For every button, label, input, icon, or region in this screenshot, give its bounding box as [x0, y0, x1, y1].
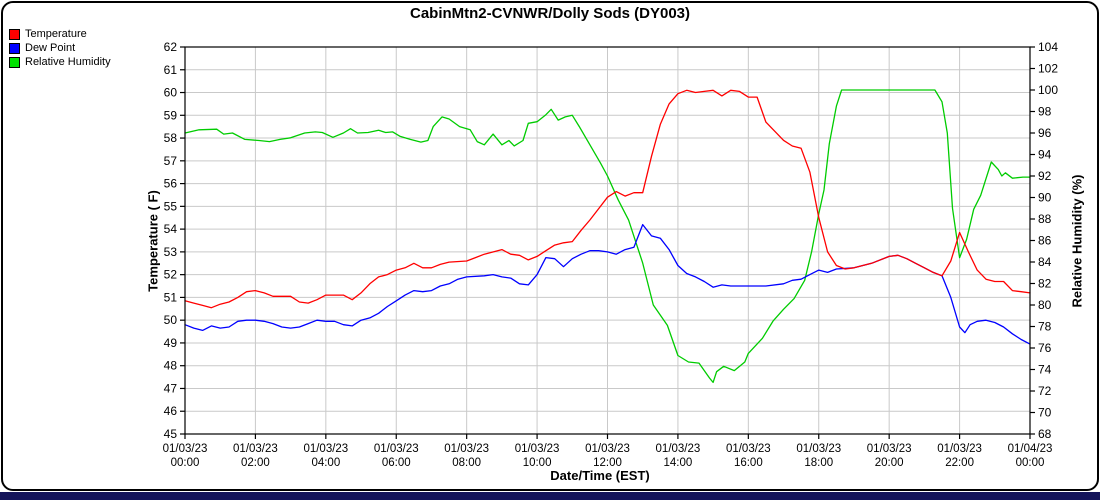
- legend: Temperature Dew Point Relative Humidity: [9, 27, 111, 69]
- relative-humidity-line: [184, 89, 1031, 384]
- x-tick-label-time: 20:00: [875, 457, 904, 469]
- y-left-tick-label: 60: [164, 86, 178, 100]
- y-left-tick-label: 52: [164, 268, 178, 282]
- y-left-tick-label: 46: [164, 404, 178, 418]
- legend-item-dew-point: Dew Point: [9, 41, 111, 55]
- x-axis-title: Date/Time (EST): [550, 468, 650, 483]
- y-left-tick-label: 61: [164, 63, 178, 77]
- x-tick-label-date: 01/03/23: [867, 443, 912, 455]
- y-left-tick-label: 49: [164, 336, 178, 350]
- y-right-tick-label: 98: [1038, 105, 1052, 119]
- chart-title: CabinMtn2-CVNWR/Dolly Sods (DY003): [409, 5, 691, 22]
- x-tick-label-time: 00:00: [1016, 457, 1045, 469]
- x-tick-label-date: 01/03/23: [444, 443, 489, 455]
- x-tick-label-time: 06:00: [382, 457, 411, 469]
- x-tick-label-time: 12:00: [593, 457, 622, 469]
- y-left-tick-label: 45: [164, 427, 178, 441]
- y-right-tick-label: 82: [1038, 277, 1052, 291]
- y-right-tick-label: 88: [1038, 212, 1052, 226]
- y-left-tick-label: 57: [164, 154, 178, 168]
- y-right-tick-label: 100: [1038, 83, 1058, 97]
- x-tick-label-date: 01/03/23: [585, 443, 630, 455]
- x-tick-label-date: 01/03/23: [656, 443, 701, 455]
- window-edge-strip: [0, 492, 1100, 500]
- y-right-tick-label: 84: [1038, 255, 1052, 269]
- legend-item-temperature: Temperature: [9, 27, 111, 41]
- y-left-tick-label: 58: [164, 131, 178, 145]
- x-tick-label-time: 04:00: [311, 457, 340, 469]
- x-tick-label-date: 01/03/23: [937, 443, 982, 455]
- y-left-tick-label: 59: [164, 108, 178, 122]
- x-tick-label-time: 16:00: [734, 457, 763, 469]
- legend-swatch-dew-point-icon: [9, 42, 20, 54]
- x-tick-label-date: 01/03/23: [163, 443, 208, 455]
- y-right-tick-label: 76: [1038, 341, 1052, 355]
- x-tick-label-time: 22:00: [945, 457, 974, 469]
- y-right-tick-label: 72: [1038, 384, 1052, 398]
- y-right-tick-label: 90: [1038, 191, 1052, 205]
- x-tick-label-time: 18:00: [804, 457, 833, 469]
- x-tick-label-date: 01/03/23: [796, 443, 841, 455]
- y-right-tick-label: 102: [1038, 62, 1058, 76]
- y-right-tick-label: 94: [1038, 148, 1052, 162]
- legend-swatch-relative-humidity-icon: [9, 56, 20, 68]
- x-tick-label-date: 01/03/23: [233, 443, 278, 455]
- y-left-tick-label: 54: [164, 222, 178, 236]
- x-tick-label-date: 01/03/23: [374, 443, 419, 455]
- y-left-tick-label: 48: [164, 359, 178, 373]
- temperature-line: [184, 89, 1031, 309]
- x-tick-label-date: 01/03/23: [303, 443, 348, 455]
- y-left-tick-label: 53: [164, 245, 178, 259]
- x-tick-label-date: 01/03/23: [515, 443, 560, 455]
- y-left-tick-label: 51: [164, 290, 178, 304]
- y-right-tick-label: 74: [1038, 363, 1052, 377]
- y-right-tick-label: 68: [1038, 427, 1052, 441]
- y-left-tick-label: 47: [164, 381, 178, 395]
- y-right-tick-label: 86: [1038, 234, 1052, 248]
- y-left-tick-label: 62: [164, 40, 178, 54]
- x-tick-label-date: 01/04/23: [1008, 443, 1053, 455]
- x-tick-label-time: 08:00: [452, 457, 481, 469]
- y-right-tick-label: 78: [1038, 320, 1052, 334]
- x-tick-label-time: 02:00: [241, 457, 270, 469]
- legend-label-temperature: Temperature: [25, 28, 87, 40]
- x-tick-label-time: 14:00: [664, 457, 693, 469]
- legend-swatch-temperature-icon: [9, 28, 20, 40]
- y-left-tick-label: 55: [164, 199, 178, 213]
- legend-item-relative-humidity: Relative Humidity: [9, 55, 111, 69]
- y-right-tick-label: 70: [1038, 406, 1052, 420]
- y-left-tick-label: 56: [164, 177, 178, 191]
- y-right-tick-label: 96: [1038, 126, 1052, 140]
- y-right-tick-label: 80: [1038, 298, 1052, 312]
- y-right-tick-label: 104: [1038, 40, 1058, 54]
- x-tick-label-time: 00:00: [171, 457, 200, 469]
- x-tick-label-time: 10:00: [523, 457, 552, 469]
- y-left-tick-label: 50: [164, 313, 178, 327]
- legend-label-dew-point: Dew Point: [25, 42, 76, 54]
- chart-window-border: [1, 1, 1099, 491]
- x-tick-label-date: 01/03/23: [726, 443, 771, 455]
- legend-label-relative-humidity: Relative Humidity: [25, 56, 111, 68]
- y-right-tick-label: 92: [1038, 169, 1052, 183]
